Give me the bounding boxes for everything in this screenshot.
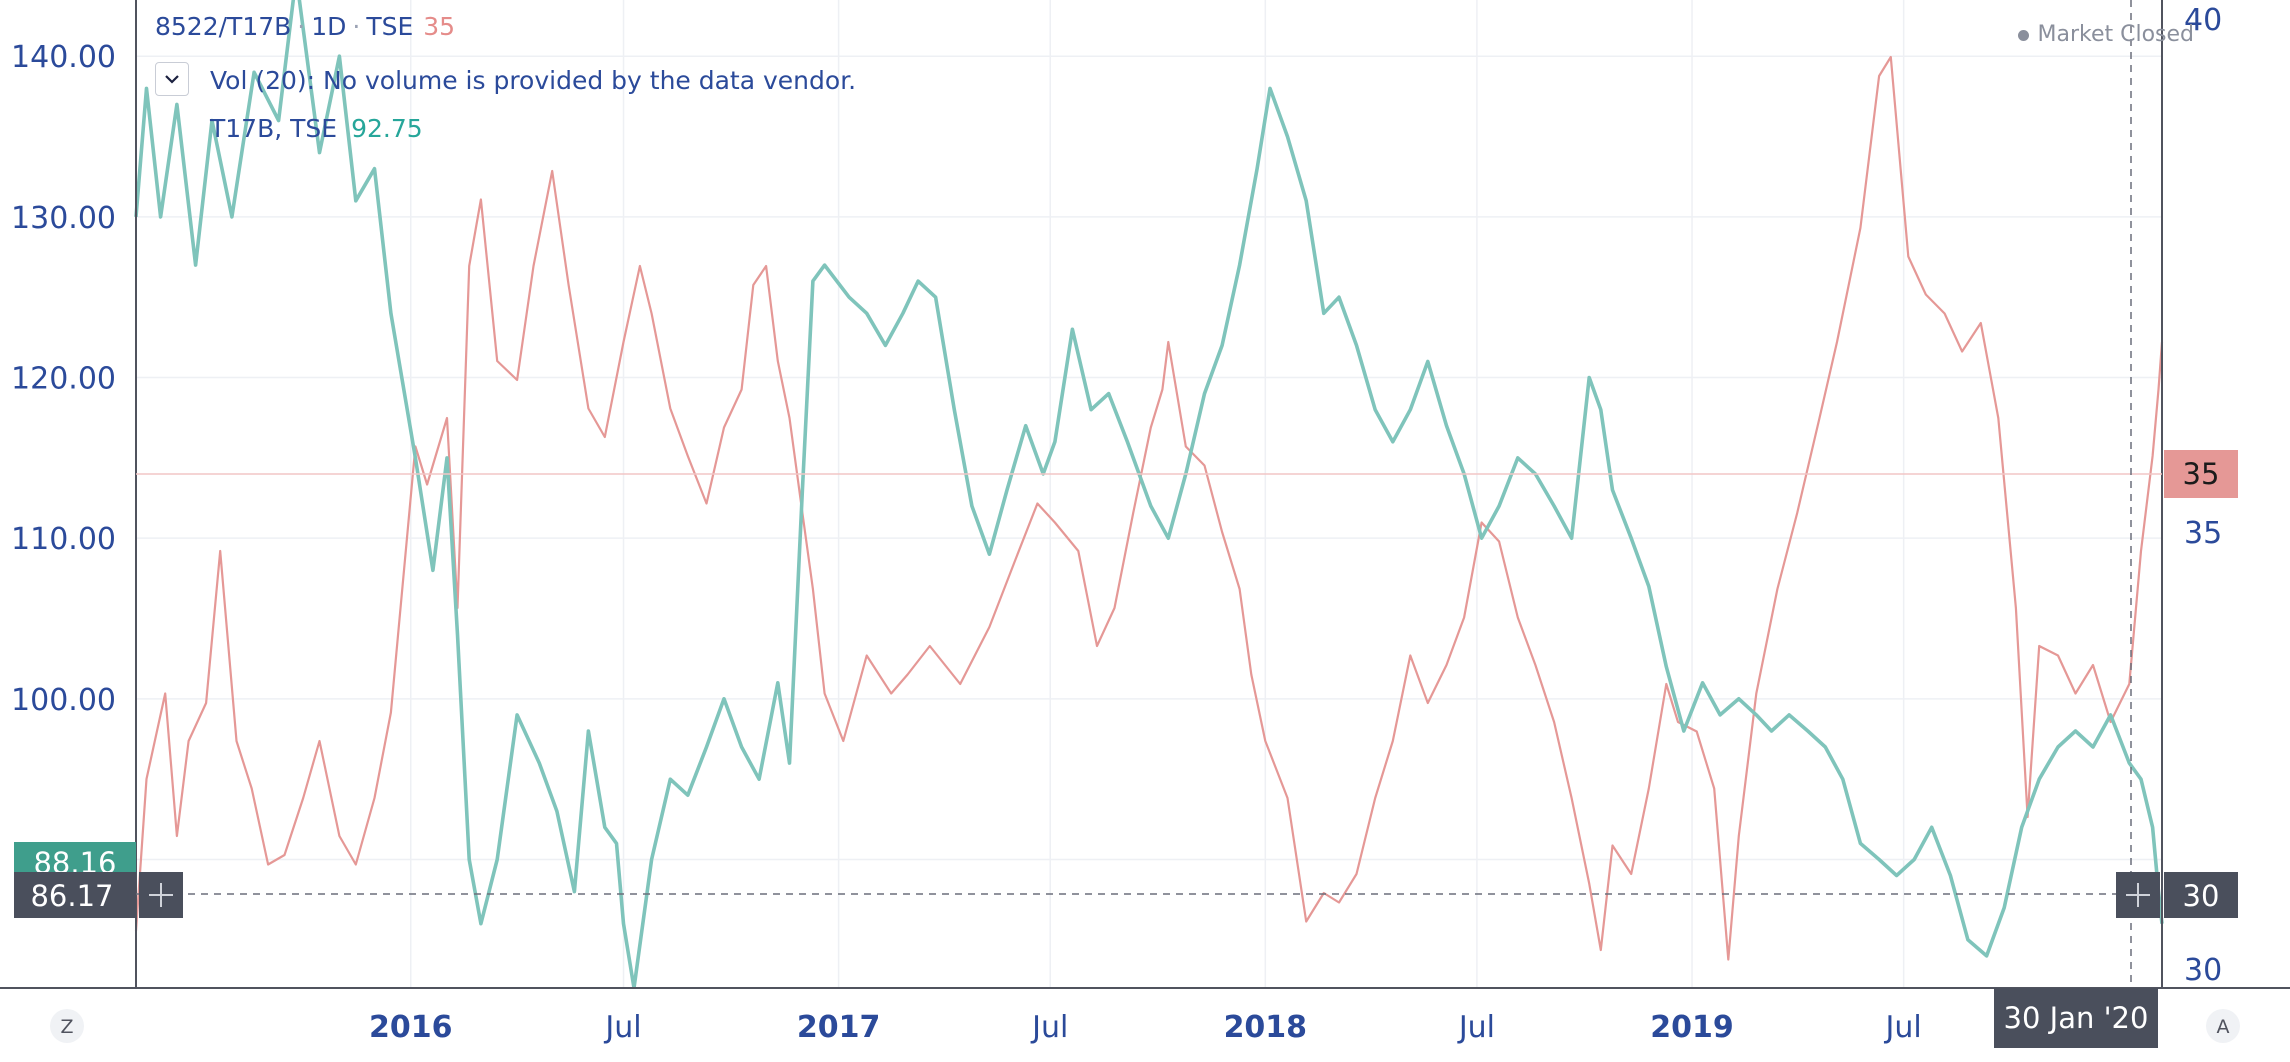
right-axis-tick-label: 40	[2184, 3, 2222, 38]
status-dot-icon	[2018, 29, 2030, 41]
right-crosshair-price-label: 30	[2183, 879, 2220, 913]
series-line-t17b[interactable]	[134, 0, 2164, 990]
time-zone-button[interactable]: Z	[50, 1009, 84, 1043]
market-status-text: Market Closed	[2037, 22, 2194, 47]
time-axis-tick-label: 2018	[1224, 1010, 1308, 1045]
left-crosshair-price-badge: 86.17	[14, 872, 136, 918]
legend-compare-symbol[interactable]: T17B, TSE	[210, 114, 338, 143]
grid-layer	[136, 0, 2162, 988]
left-axis-tick-label: 140.00	[11, 40, 116, 75]
legend-separator: ·	[297, 12, 306, 41]
legend-symbol[interactable]: 8522/T17B	[155, 12, 292, 41]
market-status: Market Closed	[2018, 22, 2194, 47]
time-axis-tick-label: 2019	[1650, 1010, 1734, 1045]
time-axis-tick-label: Jul	[1457, 1010, 1495, 1045]
right-crosshair-price-badge: 30	[2164, 872, 2238, 918]
legend-compare-last: 92.75	[351, 114, 423, 143]
time-axis-tick-label: 2016	[369, 1010, 453, 1045]
left-axis-tick-label: 120.00	[11, 362, 116, 397]
legend-compare: T17B, TSE 92.75	[210, 114, 423, 143]
left-axis-tick-label: 130.00	[11, 201, 116, 236]
plus-glyph	[2126, 883, 2150, 907]
legend-interval: 1D	[311, 12, 347, 41]
plus-icon[interactable]	[139, 872, 183, 918]
chevron-down-icon	[165, 75, 179, 84]
crosshair-date-bg	[1994, 988, 2158, 1048]
legend-main-last: 35	[423, 12, 456, 41]
series-line-8522-t17b[interactable]	[134, 55, 2164, 961]
time-axis-bg	[0, 989, 2290, 1058]
time-axis-tick-label: Jul	[1030, 1010, 1068, 1045]
time-axis-tick-label: Jul	[1884, 1010, 1922, 1045]
auto-scale-button[interactable]: A	[2206, 1009, 2240, 1043]
legend-exchange: TSE	[366, 12, 414, 41]
right-axis-tick-label: 35	[2184, 516, 2222, 551]
auto-scale-button-bg[interactable]	[2206, 1009, 2240, 1043]
crosshair-date-badge: 30 Jan '20	[1994, 988, 2158, 1048]
plus-glyph	[149, 883, 173, 907]
right-series-badge-label: 35	[2183, 457, 2220, 491]
legend-volume-text: Vol (20): No volume is provided by the d…	[210, 66, 857, 95]
left-axis-tick-label: 110.00	[11, 522, 116, 557]
series-layer	[134, 0, 2164, 990]
legend-separator: ·	[352, 12, 361, 41]
crosshair-date-label: 30 Jan '20	[2004, 1001, 2149, 1035]
right-crosshair-price-bg	[2164, 872, 2238, 918]
legend-collapse-toggle[interactable]	[155, 62, 189, 96]
legend-volume: Vol (20): No volume is provided by the d…	[210, 66, 856, 95]
left-axis-tick-label: 100.00	[11, 683, 116, 718]
right-series-badge: 35	[2164, 450, 2238, 498]
time-axis-tick-label: Jul	[603, 1010, 641, 1045]
right-axis-tick-label: 30	[2184, 953, 2222, 988]
time-zone-button-bg[interactable]	[50, 1009, 84, 1043]
legend-main: 8522/T17B · 1D · TSE 35	[155, 12, 455, 41]
time-axis-tick-label: 2017	[797, 1010, 881, 1045]
left-crosshair-price-bg	[14, 872, 136, 918]
plus-icon[interactable]	[2116, 872, 2160, 918]
auto-scale-button-label[interactable]: A	[2217, 1016, 2230, 1038]
time-zone-button-label[interactable]: Z	[60, 1016, 73, 1038]
right-series-badge-bg	[2164, 450, 2238, 498]
left-crosshair-price-label: 86.17	[30, 879, 113, 913]
